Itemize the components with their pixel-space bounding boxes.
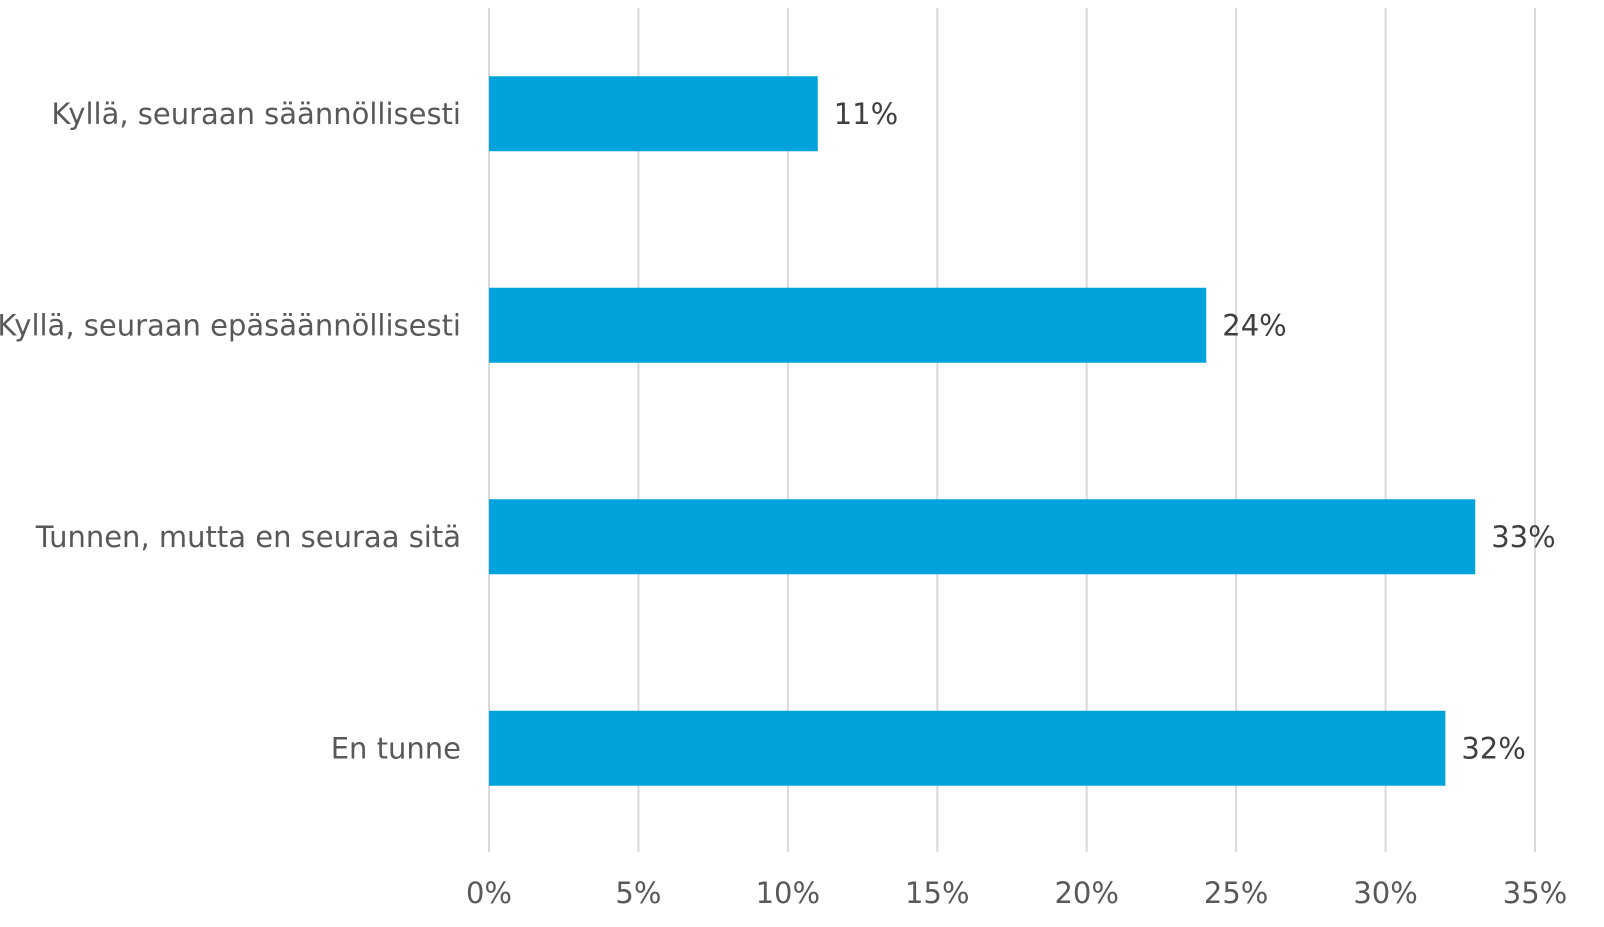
x-tick-label: 15% (905, 876, 969, 910)
category-labels: Kyllä, seuraan säännöllisesti Kyllä, seur… (0, 97, 461, 766)
x-axis-tick-labels: 0% 5% 10% 15% 20% 25% 30% 35% (466, 876, 1567, 910)
x-tick-label: 35% (1503, 876, 1567, 910)
category-label: Kyllä, seuraan säännöllisesti (51, 97, 461, 131)
data-label: 24% (1222, 308, 1286, 342)
x-tick-label: 0% (466, 876, 512, 910)
category-label: Tunnen, mutta en seuraa sitä (35, 520, 461, 554)
data-label: 11% (834, 97, 898, 131)
category-label: Kyllä, seuraan epäsäännöllisesti (0, 308, 461, 342)
x-tick-label: 10% (756, 876, 820, 910)
category-label: En tunne (331, 731, 461, 765)
bar (489, 710, 1446, 786)
x-tick-label: 30% (1353, 876, 1417, 910)
x-tick-label: 5% (615, 876, 661, 910)
data-label: 33% (1491, 520, 1555, 554)
data-label: 32% (1461, 731, 1525, 765)
bars (489, 76, 1476, 786)
bar (489, 76, 818, 152)
x-tick-label: 25% (1204, 876, 1268, 910)
bar (489, 287, 1207, 363)
data-labels: 11% 24% 33% 32% (834, 97, 1556, 766)
bar (489, 499, 1476, 575)
x-tick-label: 20% (1054, 876, 1118, 910)
